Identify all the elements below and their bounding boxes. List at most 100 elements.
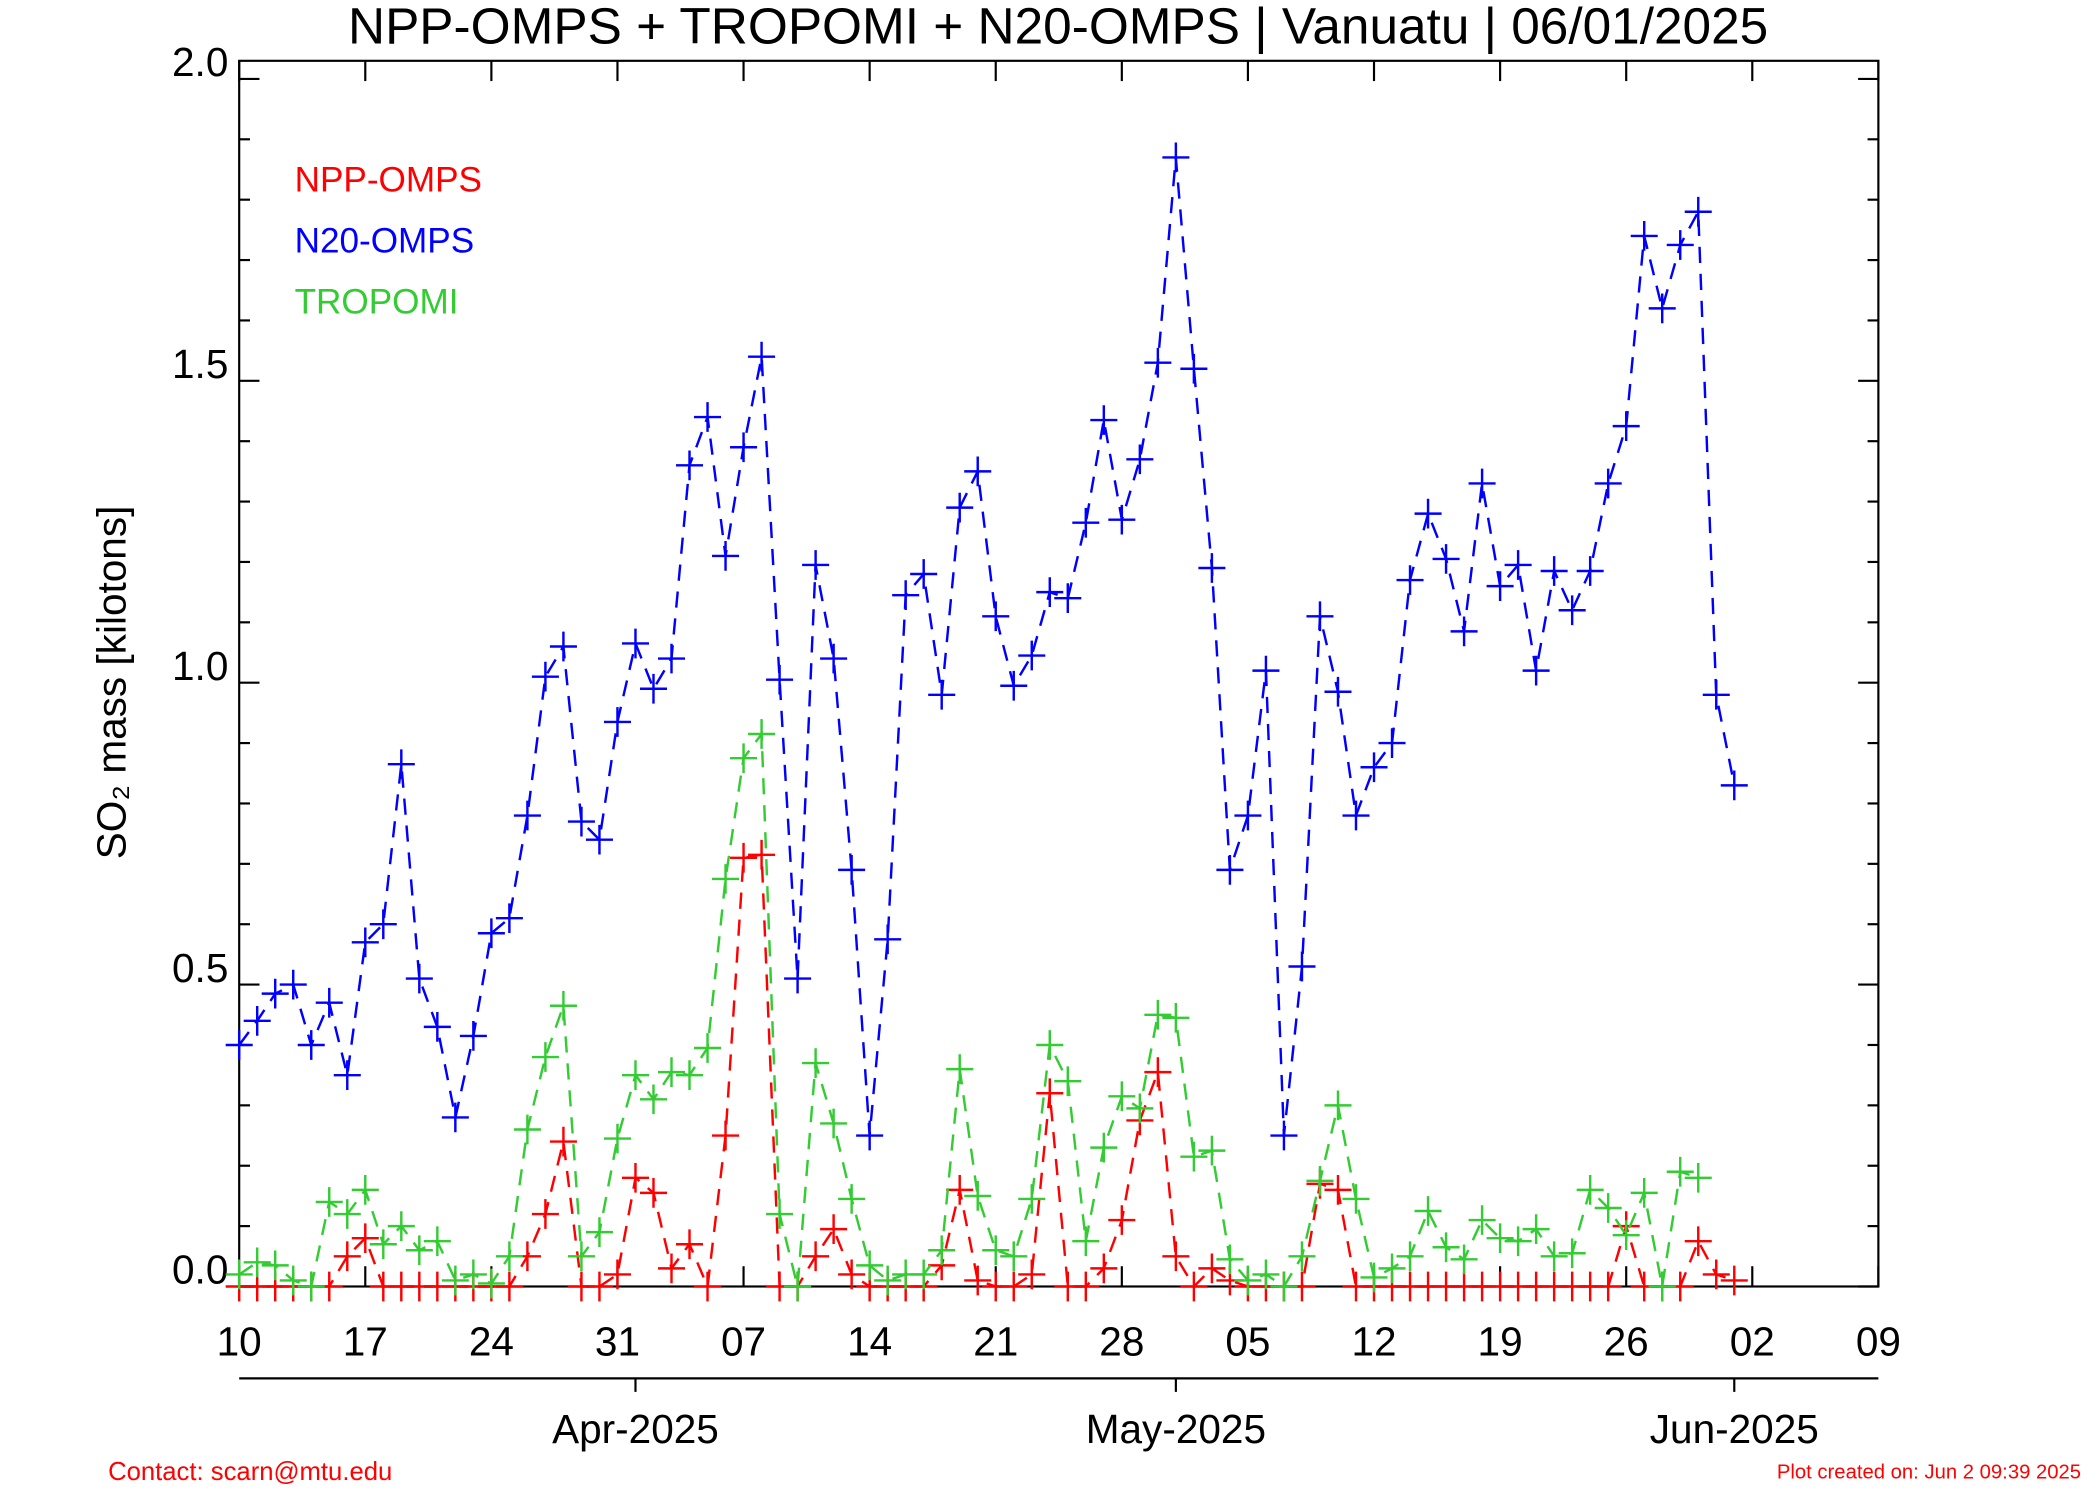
data-point: [603, 707, 631, 737]
y-axis-label: SO₂ mass [kilotons]: [89, 506, 135, 860]
data-point: [441, 1265, 469, 1296]
legend-entry: N20-OMPS: [295, 222, 475, 261]
data-point: [892, 580, 920, 611]
data-point: [1000, 670, 1028, 701]
data-point: [1450, 616, 1478, 647]
data-point: [1000, 1241, 1028, 1272]
data-point: [1432, 1232, 1460, 1263]
data-point: [910, 1259, 938, 1290]
data-point: [1648, 1271, 1676, 1302]
data-point: [1504, 1226, 1532, 1257]
data-point: [1162, 1002, 1190, 1033]
data-point: [1072, 1226, 1100, 1257]
data-point: [513, 800, 541, 831]
data-point: [1180, 1141, 1208, 1172]
x-tick-label: 09: [1856, 1318, 1901, 1364]
data-point: [1162, 142, 1190, 173]
data-point: [1036, 1030, 1064, 1060]
data-point: [243, 1005, 271, 1036]
data-point: [1234, 1265, 1262, 1296]
data-point: [1630, 1178, 1658, 1208]
data-point: [549, 1126, 577, 1157]
data-point: [1612, 411, 1640, 441]
data-point: [676, 1229, 704, 1260]
data-point: [1144, 1057, 1172, 1088]
y-tick-label: 1.0: [172, 643, 228, 689]
data-point: [1504, 550, 1532, 580]
data-point: [1054, 583, 1082, 614]
data-point: [369, 1229, 397, 1260]
data-point: [1090, 405, 1118, 435]
data-point: [1072, 507, 1100, 538]
data-point: [567, 806, 595, 837]
data-point: [495, 1271, 523, 1302]
data-point: [1018, 1184, 1046, 1214]
data-point: [1558, 595, 1586, 626]
legend-entry: NPP-OMPS: [295, 161, 482, 200]
data-point: [333, 1199, 361, 1229]
data-point: [1594, 1271, 1622, 1302]
data-point: [856, 1120, 884, 1151]
data-point: [585, 824, 613, 855]
data-point: [243, 1247, 271, 1278]
data-point: [1252, 655, 1280, 686]
data-point: [639, 1178, 668, 1208]
data-point: [928, 679, 956, 710]
data-point: [549, 990, 577, 1021]
data-point: [712, 541, 740, 571]
data-point: [1342, 800, 1370, 831]
data-point: [639, 1084, 668, 1115]
data-point: [748, 839, 776, 870]
data-point: [802, 1048, 830, 1078]
y-tick-label: 0.5: [172, 945, 228, 991]
data-point: [495, 1241, 523, 1272]
data-point: [838, 1259, 866, 1290]
data-point: [1108, 1205, 1136, 1235]
data-point: [1594, 468, 1622, 499]
data-point: [477, 1268, 505, 1299]
data-point: [802, 550, 830, 580]
data-point: [1036, 1078, 1064, 1109]
data-point: [1414, 1196, 1442, 1226]
data-point: [621, 1060, 649, 1091]
data-point: [1558, 1238, 1586, 1269]
data-point: [964, 456, 992, 487]
data-point: [820, 643, 848, 674]
plot-frame: [238, 59, 1880, 1288]
data-point: [1684, 1226, 1712, 1257]
data-point: [585, 1217, 613, 1248]
data-point: [1342, 1184, 1370, 1214]
data-point: [351, 927, 379, 958]
data-point: [1108, 504, 1136, 535]
data-point: [297, 1030, 325, 1060]
data-point: [441, 1102, 469, 1133]
data-point: [820, 1214, 848, 1244]
data-point: [1198, 553, 1226, 583]
data-point: [766, 664, 794, 695]
data-point: [369, 909, 397, 940]
data-point: [567, 1241, 595, 1272]
data-point: [657, 1253, 686, 1284]
data-point: [585, 1271, 613, 1302]
data-point: [1432, 544, 1460, 574]
month-tick-label: Apr-2025: [552, 1406, 719, 1452]
x-tick-label: 19: [1478, 1318, 1523, 1364]
data-point: [1018, 640, 1046, 671]
data-point: [297, 1271, 325, 1302]
x-tick-label: 14: [847, 1318, 892, 1364]
data-point: [333, 1241, 361, 1272]
chart-title: NPP-OMPS + TROPOMI + N20-OMPS | Vanuatu …: [348, 0, 1768, 54]
data-point: [1018, 1259, 1046, 1290]
data-point: [874, 1265, 902, 1296]
data-point: [784, 1271, 812, 1302]
data-point: [982, 601, 1010, 632]
data-point: [657, 643, 686, 674]
data-point: [730, 743, 758, 774]
data-point: [1306, 1165, 1334, 1196]
data-point: [279, 969, 307, 1000]
data-point: [1648, 293, 1676, 324]
data-point: [928, 1235, 956, 1266]
data-point: [1198, 1253, 1226, 1284]
data-point: [477, 918, 505, 949]
footer-timestamp: Plot created on: Jun 2 09:39 2025: [1777, 1461, 2081, 1483]
